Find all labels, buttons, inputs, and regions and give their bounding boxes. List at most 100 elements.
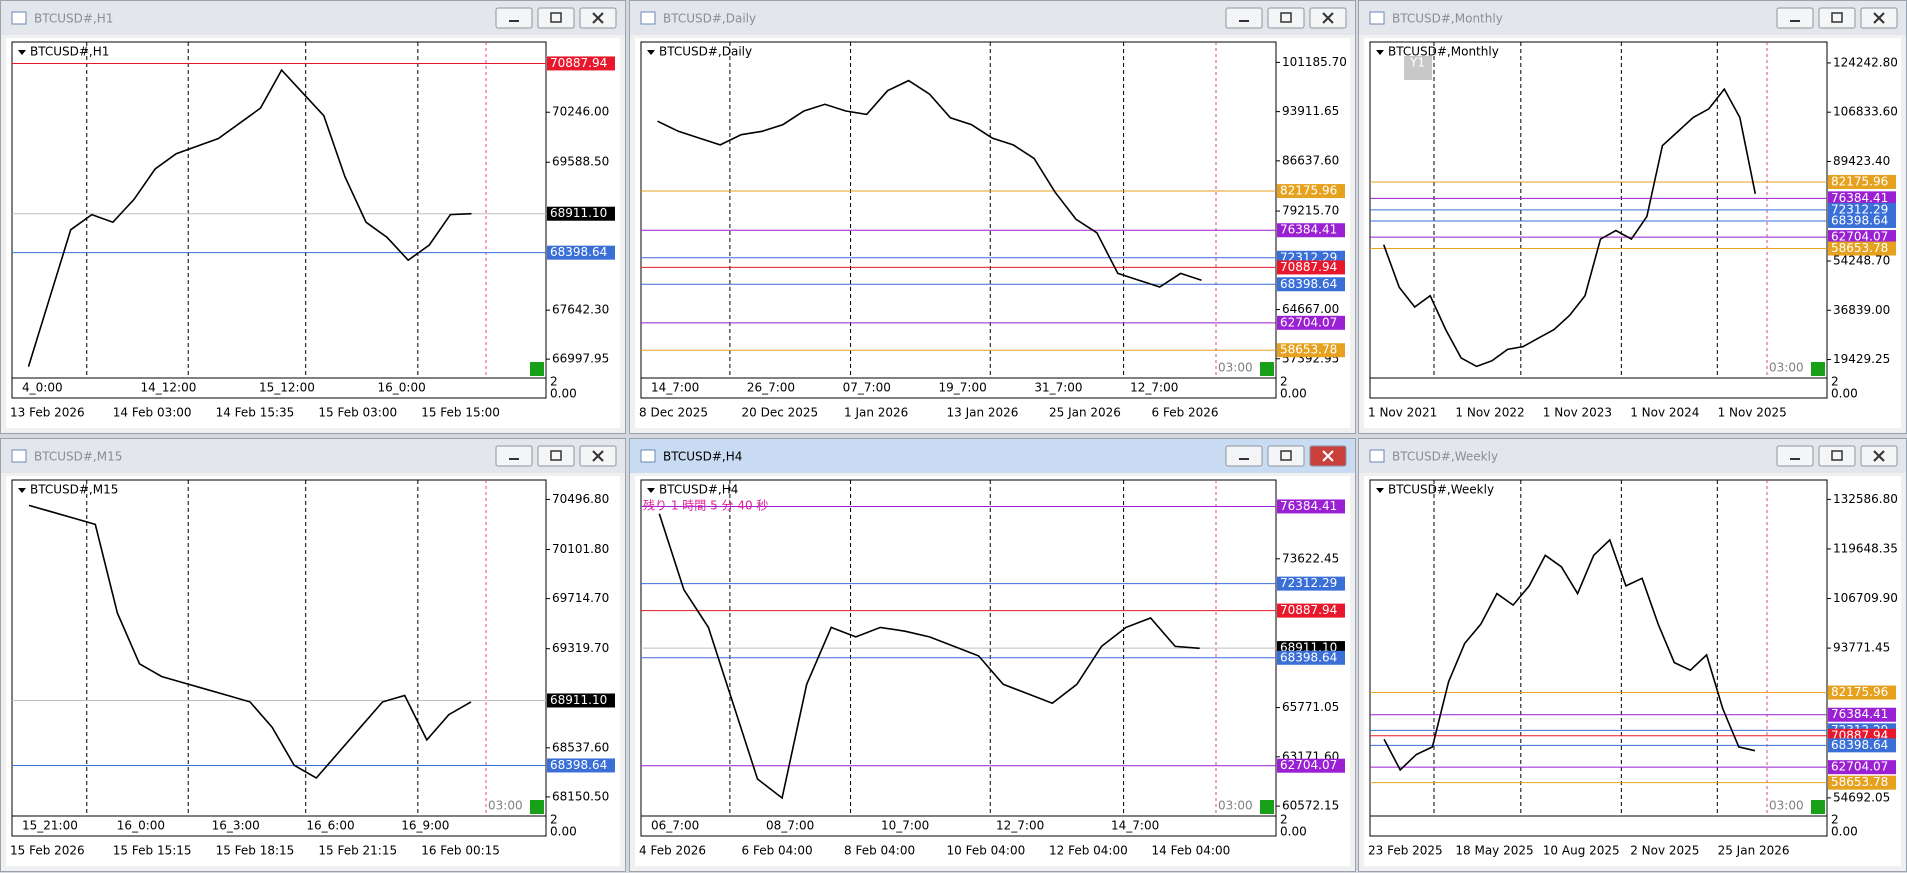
button-glyph (1873, 12, 1885, 24)
price-level-tag (1277, 499, 1345, 514)
date-label: 20 Dec 2025 (742, 406, 819, 420)
scale-corner: 0.00 (1831, 387, 1858, 401)
date-label: 2 Nov 2025 (1630, 844, 1699, 858)
price-level-tag (1828, 241, 1896, 256)
price-level-tag (1277, 603, 1345, 618)
chart-button[interactable] (1404, 56, 1432, 80)
status-indicator (1811, 362, 1825, 376)
countdown: 03:00 (1769, 799, 1804, 813)
price-level-label: 68398.64 (1280, 277, 1337, 291)
y-tick-label: 93771.45 (1833, 641, 1890, 655)
minimize-button[interactable] (1776, 445, 1814, 467)
price-line (28, 504, 472, 780)
price-level-tag (1828, 230, 1896, 245)
price-level-tag (1277, 315, 1345, 330)
y-tick-label: 119648.35 (1833, 541, 1898, 555)
label-arrow (1376, 50, 1384, 55)
scale-corner: 0.00 (550, 825, 577, 839)
y-tick-label: 124242.80 (1833, 55, 1898, 69)
status-indicator (530, 362, 544, 376)
minimize-button[interactable] (1776, 7, 1814, 29)
window-icon (1369, 449, 1385, 463)
button-glyph (1831, 12, 1843, 23)
button-glyph (1322, 12, 1334, 24)
chart-label: BTCUSD#,H1 (30, 45, 109, 59)
y-tick-label: 68150.50 (552, 789, 609, 803)
price-level-tag (1828, 202, 1896, 217)
scale-corner: 2 (1280, 375, 1288, 389)
price-level-label: 68398.64 (1831, 213, 1888, 227)
window-title: BTCUSD#,Weekly (1392, 450, 1498, 464)
time-mark: 12_7:00 (1130, 381, 1178, 395)
title-bar (1359, 439, 1906, 473)
countdown: 03:00 (488, 799, 523, 813)
date-label: 18 May 2025 (1455, 844, 1533, 858)
price-level-tag (1277, 576, 1345, 591)
time-mark: 15_21:00 (22, 819, 78, 833)
y-tick-label: 68537.60 (552, 740, 609, 754)
date-label: 16 Feb 00:15 (421, 844, 500, 858)
time-strip (11, 815, 547, 837)
date-label: 8 Feb 04:00 (844, 844, 915, 858)
chart-label: BTCUSD#,H4 (659, 483, 738, 497)
time-mark: 19_7:00 (939, 381, 987, 395)
date-label: 1 Nov 2025 (1718, 406, 1787, 420)
price-line (1383, 538, 1756, 772)
time-mark: 16_0:00 (378, 381, 426, 395)
title-bar (1359, 1, 1906, 35)
window-title: BTCUSD#,H4 (663, 450, 742, 464)
minimize-button[interactable] (495, 445, 533, 467)
button-glyph (550, 450, 562, 461)
button-glyph (1280, 12, 1292, 23)
date-label: 15 Feb 2026 (10, 844, 85, 858)
time-mark: 10_7:00 (881, 819, 929, 833)
date-label: 25 Jan 2026 (1049, 406, 1121, 420)
date-label: 1 Nov 2024 (1630, 406, 1699, 420)
y-tick-label: 36839.00 (1833, 303, 1890, 317)
window-icon (11, 449, 27, 463)
y-tick-label: 67642.30 (552, 303, 609, 317)
price-level-tag (547, 245, 615, 260)
button-glyph (592, 450, 604, 462)
minimize-button[interactable] (1225, 445, 1263, 467)
time-strip (640, 377, 1277, 399)
scale-corner: 0.00 (1280, 825, 1307, 839)
date-label: 15 Feb 21:15 (318, 844, 397, 858)
button-glyph (1322, 450, 1334, 462)
date-label: 4 Feb 2026 (639, 844, 706, 858)
maximize-button[interactable] (1267, 7, 1305, 29)
time-mark: 16_6:00 (306, 819, 354, 833)
button-glyph (1873, 450, 1885, 462)
chart-button-label: Y1 (1409, 56, 1425, 70)
button-glyph (550, 12, 562, 23)
y-tick-label: 69319.70 (552, 641, 609, 655)
y-tick-label: 66997.95 (552, 352, 609, 366)
y-tick-label: 70246.00 (552, 105, 609, 119)
date-label: 14 Feb 15:35 (216, 406, 295, 420)
chart-label: BTCUSD#,M15 (30, 483, 118, 497)
date-label: 23 Feb 2025 (1368, 844, 1443, 858)
date-label: 10 Feb 04:00 (947, 844, 1026, 858)
minimize-button[interactable] (1225, 7, 1263, 29)
time-mark: 07_7:00 (843, 381, 891, 395)
button-glyph (592, 12, 604, 24)
maximize-button[interactable] (1267, 445, 1305, 467)
price-level-label: 58653.78 (1831, 241, 1888, 255)
price-level-tag (1828, 738, 1896, 753)
y-tick-label: 64667.00 (1282, 302, 1339, 316)
maximize-button[interactable] (1818, 445, 1856, 467)
maximize-button[interactable] (537, 445, 575, 467)
price-level-tag (1828, 213, 1896, 228)
status-indicator (530, 800, 544, 814)
maximize-button[interactable] (1818, 7, 1856, 29)
y-tick-label: 54248.70 (1833, 253, 1890, 267)
minimize-button[interactable] (495, 7, 533, 29)
price-line (657, 79, 1202, 288)
price-level-label: 68398.64 (1280, 650, 1337, 664)
maximize-button[interactable] (537, 7, 575, 29)
countdown: 03:00 (1218, 361, 1253, 375)
date-label: 14 Feb 04:00 (1152, 844, 1231, 858)
price-level-label: 70887.94 (550, 56, 607, 70)
price-level-tag (547, 206, 615, 221)
window-title: BTCUSD#,M15 (34, 450, 122, 464)
